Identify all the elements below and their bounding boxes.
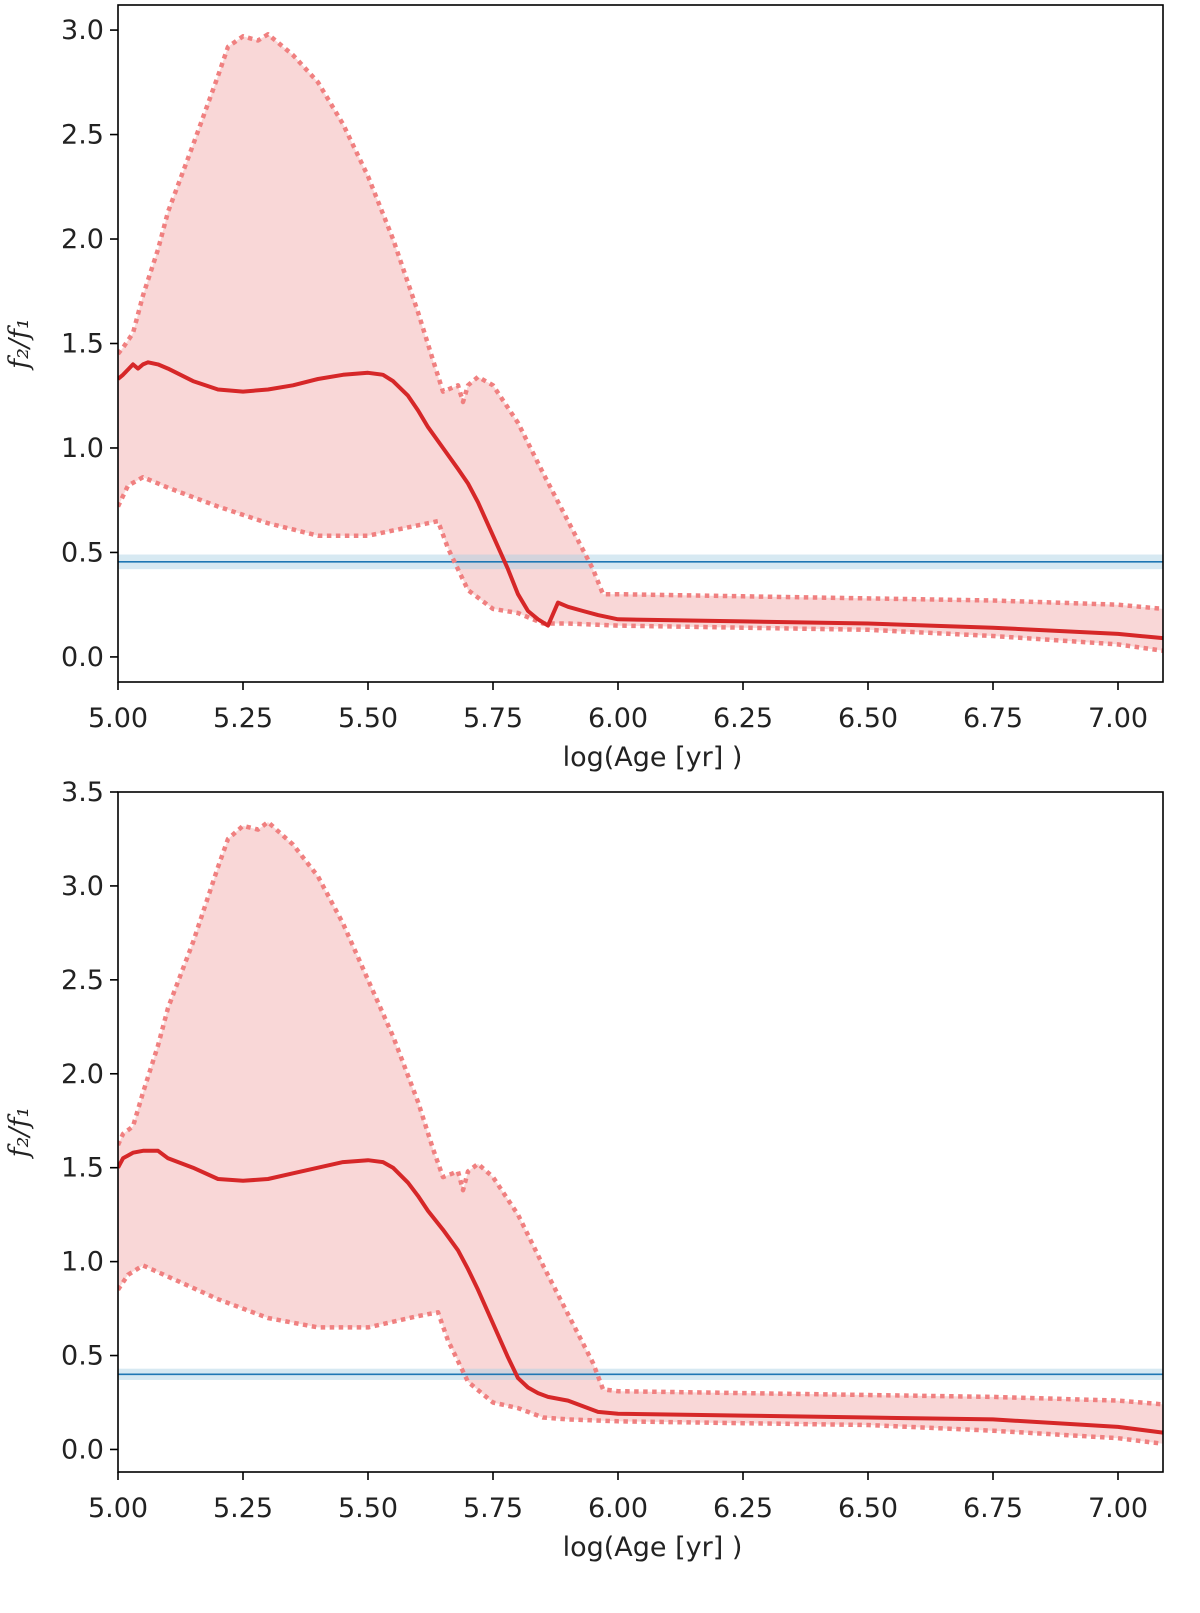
top-panel: 5.00 5.25 5.50 5.75 6.00 6.25 6.50 6.75 7.00 0.0 0… [4, 4, 1164, 773]
y-tick-label: 2.5 [61, 965, 104, 996]
upper-bound-line [118, 32, 1163, 612]
x-tick-label: 6.75 [963, 703, 1023, 734]
y-tick-label: 1.0 [61, 1247, 104, 1278]
y-tick-label: 3.5 [61, 777, 104, 808]
plot-area [118, 32, 1163, 653]
median-line [118, 360, 1163, 641]
x-tick-label: 6.75 [963, 1493, 1023, 1524]
x-tick-label: 5.00 [88, 1493, 148, 1524]
x-tick-label: 6.50 [838, 703, 898, 734]
x-tick-label: 5.25 [213, 1493, 273, 1524]
uncertainty-band [118, 34, 1163, 651]
x-tick-label: 5.25 [213, 703, 273, 734]
plot-area [118, 819, 1163, 1447]
x-tick-label: 7.00 [1088, 703, 1148, 734]
bottom-panel: 5.00 5.25 5.50 5.75 6.00 6.25 6.50 6.75 7.00 0.0 0… [4, 777, 1164, 1563]
median-line [118, 1148, 1163, 1435]
y-tick-label: 0.5 [61, 537, 104, 568]
y-axis-label: f₂/f₁ [4, 318, 35, 371]
x-tick-label: 5.50 [338, 1493, 398, 1524]
upper-bound-line [118, 819, 1163, 1407]
x-tick-label: 6.25 [713, 703, 773, 734]
x-tick-label: 5.75 [463, 703, 523, 734]
y-tick-label: 0.5 [61, 1341, 104, 1372]
x-tick-label: 6.00 [588, 703, 648, 734]
uncertainty-band [118, 822, 1163, 1444]
lower-bound-line [118, 474, 1163, 653]
x-axis-label: log(Age [yr] ) [563, 742, 743, 773]
x-tick-label: 6.50 [838, 1493, 898, 1524]
x-tick-label: 5.50 [338, 703, 398, 734]
y-tick-label: 2.5 [61, 120, 104, 151]
y-tick-label: 0.0 [61, 1434, 104, 1465]
y-tick-label: 2.0 [61, 224, 104, 255]
x-tick-label: 5.75 [463, 1493, 523, 1524]
x-tick-label: 6.00 [588, 1493, 648, 1524]
y-tick-label: 1.5 [61, 1153, 104, 1184]
x-tick-label: 7.00 [1088, 1493, 1148, 1524]
lower-bound-line [118, 1263, 1163, 1447]
x-tick-label: 6.25 [713, 1493, 773, 1524]
y-tick-label: 3.0 [61, 15, 104, 46]
y-tick-label: 0.0 [61, 642, 104, 673]
y-tick-label: 2.0 [61, 1059, 104, 1090]
y-tick-label: 1.0 [61, 433, 104, 464]
y-tick-label: 1.5 [61, 329, 104, 360]
y-tick-label: 3.0 [61, 871, 104, 902]
y-axis-label: f₂/f₁ [4, 1107, 35, 1160]
x-tick-label: 5.00 [88, 703, 148, 734]
axes-frame [117, 791, 1164, 1473]
x-axis-label: log(Age [yr] ) [563, 1532, 743, 1563]
